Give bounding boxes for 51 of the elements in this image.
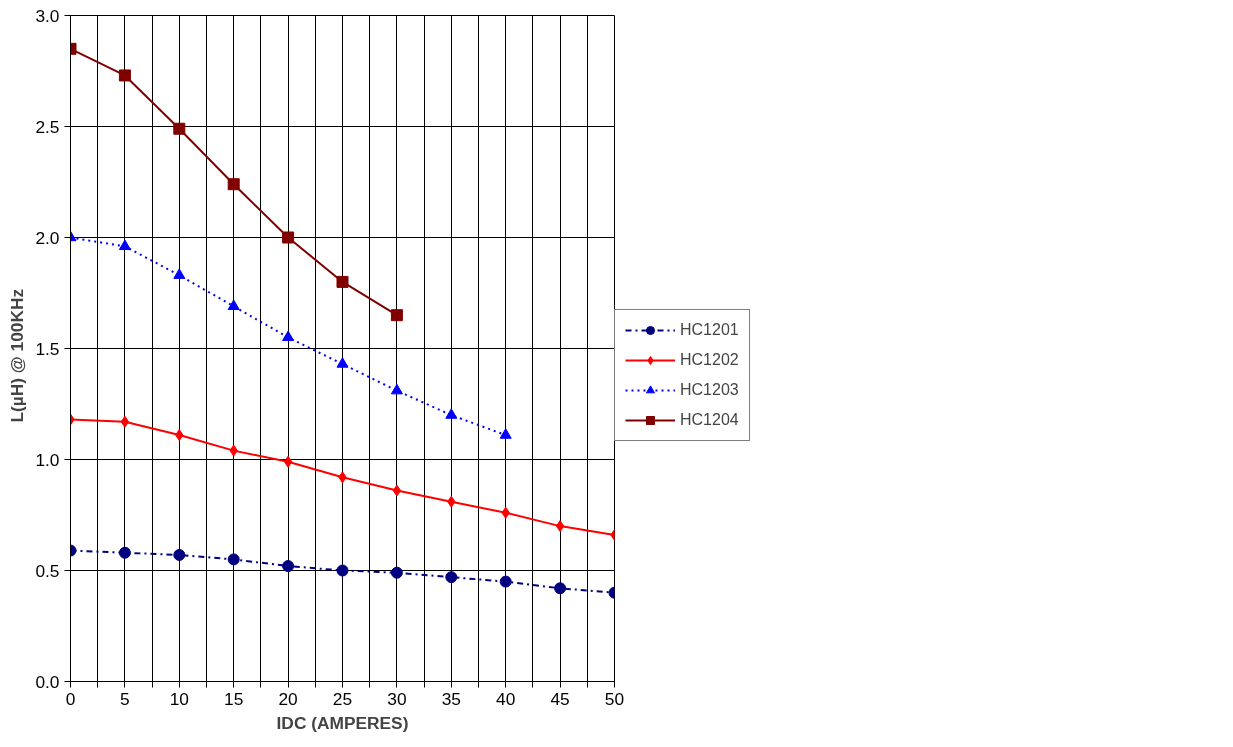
- y-tick-label: 1.0: [35, 449, 60, 470]
- point: [499, 575, 512, 588]
- point: [227, 299, 240, 310]
- legend-label: HC1204: [680, 411, 739, 429]
- legend-label: HC1201: [680, 321, 739, 339]
- point: [390, 309, 403, 322]
- point: [554, 582, 567, 595]
- point: [173, 268, 186, 279]
- point: [499, 428, 512, 439]
- y-tick-label: 3.0: [35, 5, 60, 26]
- point: [118, 239, 131, 251]
- x-axis-title: IDC (AMPERES): [276, 712, 409, 733]
- y-tick-label: 0.0: [35, 671, 60, 692]
- point: [336, 564, 349, 577]
- point: [445, 408, 458, 419]
- legend-label: HC1203: [680, 381, 739, 399]
- point: [390, 566, 403, 579]
- point: [227, 553, 240, 566]
- x-tick-label: 20: [278, 688, 298, 709]
- x-tick-label: 10: [169, 688, 189, 709]
- point: [390, 383, 403, 395]
- point: [555, 520, 565, 533]
- y-tick-label: 0.5: [35, 560, 60, 581]
- x-tick-label: 35: [441, 688, 461, 709]
- x-tick-label: 15: [224, 688, 244, 709]
- point: [227, 178, 240, 191]
- legend-label: HC1202: [680, 351, 739, 369]
- x-tick-label: 25: [332, 688, 353, 709]
- y-tick-label: 2.5: [35, 116, 60, 137]
- x-tick-label: 30: [387, 688, 407, 709]
- point: [282, 231, 295, 244]
- point: [283, 455, 293, 468]
- x-tick-label: 50: [604, 688, 625, 709]
- x-tick-label: 5: [120, 688, 130, 709]
- point: [282, 330, 295, 342]
- y-axis-title: L(µH) @ 100KHz: [7, 288, 28, 423]
- y-tick-label: 2.0: [35, 227, 60, 248]
- point: [118, 546, 131, 559]
- point: [445, 571, 458, 584]
- point: [173, 122, 186, 135]
- y-tick-label: 1.5: [35, 338, 60, 359]
- point: [118, 69, 131, 82]
- point: [282, 560, 295, 573]
- point: [392, 484, 402, 497]
- x-tick-label: 40: [496, 688, 516, 709]
- point: [336, 357, 349, 368]
- point: [336, 275, 349, 288]
- point: [120, 415, 130, 428]
- x-tick-label: 45: [550, 688, 570, 709]
- x-tick-label: 0: [65, 688, 76, 709]
- point: [173, 548, 186, 561]
